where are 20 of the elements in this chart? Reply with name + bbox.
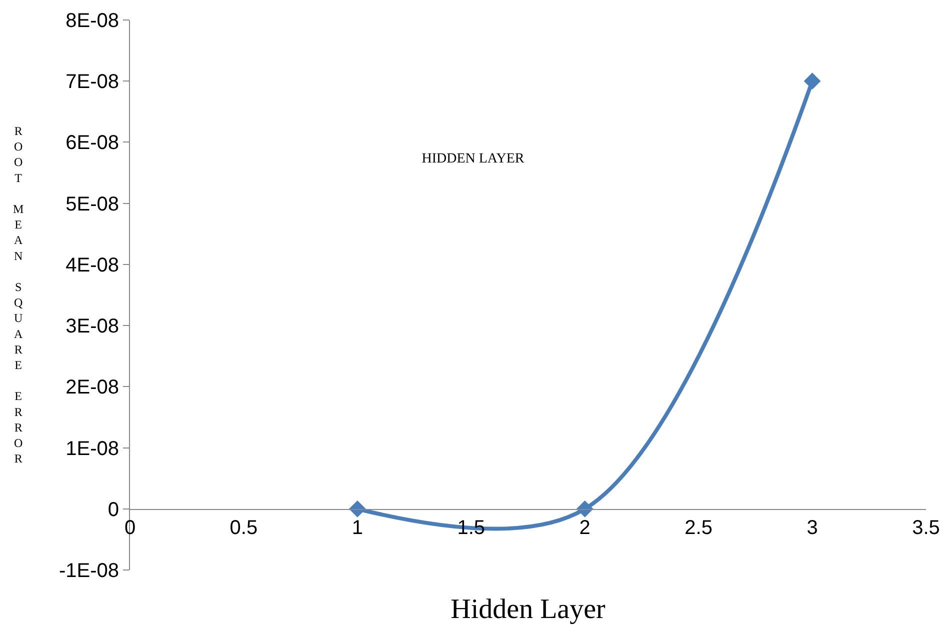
y-tick-label: 0 xyxy=(108,498,119,521)
text: ROOT MEAN SQUARE ERROR xyxy=(13,124,24,466)
y-tick-label: 2E-08 xyxy=(66,376,119,399)
text: HIDDEN LAYER xyxy=(422,151,525,166)
y-tick-label: 1E-08 xyxy=(66,438,119,460)
y-tick-label: -1E-08 xyxy=(58,560,119,582)
x-tick-label: 0 xyxy=(124,516,136,539)
x-tick-label: 2 xyxy=(579,516,590,539)
y-tick-label: 6E-08 xyxy=(66,132,119,154)
x-tick-label: 3.5 xyxy=(912,516,940,539)
x-tick-label: 1 xyxy=(352,516,363,539)
x-tick-label: 0.5 xyxy=(230,516,258,539)
y-tick-label: 4E-08 xyxy=(66,254,119,276)
y-tick-label: 8E-08 xyxy=(66,10,119,32)
y-tick-label: 5E-08 xyxy=(66,193,119,216)
x-tick-label: 3 xyxy=(806,516,818,539)
y-tick-label: 3E-08 xyxy=(66,316,119,338)
y-tick-label: 7E-08 xyxy=(66,71,119,94)
x-tick-label: 2.5 xyxy=(684,516,712,539)
x-axis-title: Hidden Layer xyxy=(450,594,606,625)
